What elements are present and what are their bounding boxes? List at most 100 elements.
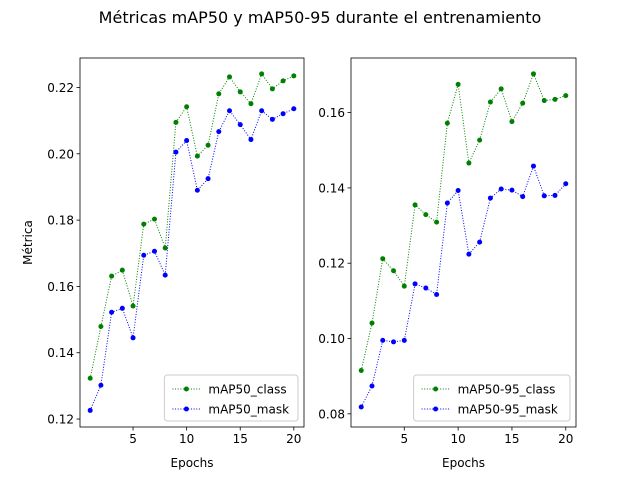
data-point-mAP50-95_class [380, 256, 386, 262]
data-point-mAP50_class [151, 216, 157, 222]
data-point-mAP50-95_mask [369, 383, 375, 389]
data-point-mAP50_mask [119, 305, 125, 311]
y-tick-label: 0.10 [318, 332, 345, 346]
data-point-mAP50_mask [248, 137, 254, 143]
data-point-mAP50-95_class [509, 119, 515, 125]
data-point-mAP50_class [109, 273, 115, 279]
data-point-mAP50_mask [280, 111, 286, 117]
x-tick-label: 15 [504, 432, 519, 446]
data-point-mAP50-95_mask [455, 188, 461, 194]
data-point-mAP50_class [184, 104, 190, 110]
data-point-mAP50_class [259, 71, 265, 77]
data-point-mAP50-95_class [563, 93, 569, 99]
data-point-mAP50-95_mask [477, 239, 483, 245]
data-point-mAP50-95_class [401, 283, 407, 289]
data-point-mAP50-95_class [487, 99, 493, 105]
data-point-mAP50-95_mask [391, 339, 397, 345]
data-point-mAP50_class [291, 73, 297, 79]
data-point-mAP50-95_class [530, 71, 536, 77]
data-point-mAP50-95_mask [487, 195, 493, 201]
data-point-mAP50_mask [98, 382, 104, 388]
y-axis-label: Métrica [21, 220, 35, 265]
data-point-mAP50-95_class [434, 219, 440, 225]
data-point-mAP50_class [248, 101, 254, 107]
y-tick-label: 0.14 [318, 181, 345, 195]
data-point-mAP50_class [98, 324, 104, 330]
y-tick-label: 0.22 [47, 81, 74, 95]
data-point-mAP50_mask [173, 149, 179, 155]
data-point-mAP50_mask [130, 335, 136, 341]
y-tick-label: 0.16 [318, 106, 345, 120]
legend-marker-mAP50-95_mask [433, 406, 439, 412]
legend-marker-mAP50-95_class [433, 386, 439, 392]
figure-title: Métricas mAP50 y mAP50-95 durante el ent… [99, 8, 542, 27]
legend-marker-mAP50_class [183, 386, 189, 392]
data-point-mAP50_class [194, 153, 200, 159]
left-subplot-map50: 5 10 15 20 0.12 0.14 0.16 0.18 0.20 0.22 Epochs Mét… [21, 57, 305, 470]
legend-marker-mAP50_mask [183, 406, 189, 412]
data-point-mAP50-95_mask [412, 281, 418, 287]
data-point-mAP50-95_class [412, 202, 418, 208]
data-point-mAP50_mask [237, 122, 243, 128]
data-point-mAP50_mask [259, 108, 265, 114]
data-point-mAP50_class [216, 91, 222, 97]
x-tick-label: 5 [400, 432, 408, 446]
data-point-mAP50-95_class [541, 98, 547, 104]
data-point-mAP50-95_class [477, 137, 483, 143]
data-point-mAP50-95_mask [434, 291, 440, 297]
y-tick-label: 0.18 [47, 214, 74, 228]
data-point-mAP50_class [280, 78, 286, 84]
right-subplot-map50-95: 5 10 15 20 0.08 0.10 0.12 0.14 0.16 Epochs mAP50-9… [318, 57, 577, 470]
legend-box [163, 374, 299, 422]
axes-frame [350, 57, 577, 428]
data-point-mAP50_mask [162, 272, 168, 278]
legend-label-mAP50-95_class: mAP50-95_class [458, 383, 556, 397]
data-point-mAP50_class [173, 119, 179, 125]
data-point-mAP50-95_mask [498, 186, 504, 192]
data-point-mAP50_class [269, 86, 275, 92]
data-point-mAP50_class [237, 89, 243, 95]
data-point-mAP50-95_mask [466, 251, 472, 257]
x-tick-label: 10 [450, 432, 465, 446]
data-point-mAP50_mask [109, 309, 115, 315]
x-tick-label: 20 [558, 432, 573, 446]
data-point-mAP50_mask [194, 187, 200, 193]
legend-box [413, 374, 571, 422]
data-point-mAP50-95_mask [541, 193, 547, 199]
data-point-mAP50_mask [291, 106, 297, 112]
legend-label-mAP50_class: mAP50_class [208, 383, 286, 397]
data-point-mAP50-95_mask [401, 337, 407, 343]
data-point-mAP50-95_mask [358, 404, 364, 410]
data-point-mAP50_mask [151, 248, 157, 254]
data-point-mAP50-95_mask [552, 192, 558, 198]
data-point-mAP50_class [130, 303, 136, 309]
data-point-mAP50-95_mask [509, 187, 515, 193]
data-point-mAP50_mask [227, 108, 233, 114]
y-tick-label: 0.20 [47, 147, 74, 161]
axes-frame [79, 57, 305, 428]
data-point-mAP50-95_mask [444, 200, 450, 206]
x-axis-label: Epochs [442, 456, 485, 470]
series-line-mAP50_class [89, 72, 295, 379]
data-point-mAP50-95_class [358, 368, 364, 374]
data-point-mAP50-95_mask [530, 163, 536, 169]
data-point-mAP50_mask [269, 116, 275, 122]
data-point-mAP50_mask [87, 407, 93, 413]
x-axis-label: Epochs [171, 456, 214, 470]
y-tick-label: 0.16 [47, 280, 74, 294]
legend-label-mAP50-95_mask: mAP50-95_mask [458, 403, 558, 417]
data-point-mAP50_mask [205, 176, 211, 182]
data-point-mAP50-95_mask [423, 285, 429, 291]
y-tick-label: 0.12 [47, 413, 74, 427]
data-point-mAP50_class [141, 221, 147, 227]
data-point-mAP50_class [162, 245, 168, 251]
y-tick-label: 0.12 [318, 257, 345, 271]
series-line-mAP50_mask [89, 108, 295, 411]
x-tick-label: 5 [129, 432, 137, 446]
data-point-mAP50-95_mask [520, 194, 526, 200]
data-point-mAP50_class [119, 267, 125, 273]
data-point-mAP50_mask [216, 129, 222, 135]
data-point-mAP50-95_class [466, 160, 472, 166]
series-line-mAP50-95_class [360, 72, 566, 371]
